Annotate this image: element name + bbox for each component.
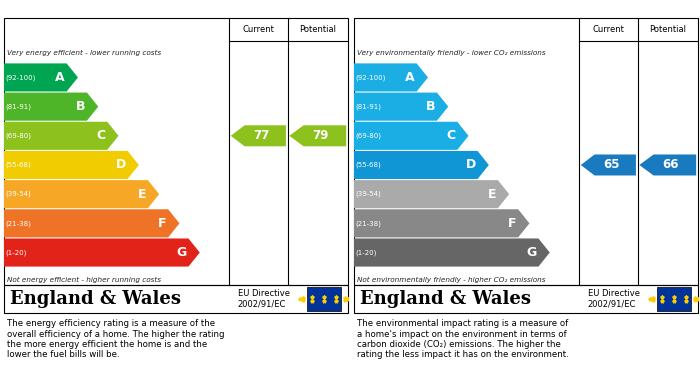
Text: A: A: [55, 71, 65, 84]
Text: (92-100): (92-100): [6, 74, 36, 81]
Polygon shape: [581, 154, 636, 176]
Polygon shape: [4, 180, 159, 208]
Text: Potential: Potential: [650, 25, 686, 34]
Polygon shape: [639, 154, 696, 176]
Text: E: E: [488, 188, 496, 201]
Text: A: A: [405, 71, 415, 84]
Polygon shape: [354, 180, 509, 208]
Polygon shape: [4, 209, 179, 237]
Text: E: E: [138, 188, 146, 201]
Text: F: F: [158, 217, 167, 230]
Polygon shape: [354, 239, 550, 267]
Text: (21-38): (21-38): [356, 220, 382, 227]
Text: 66: 66: [662, 158, 679, 172]
Text: Very environmentally friendly - lower CO₂ emissions: Very environmentally friendly - lower CO…: [357, 50, 545, 56]
Text: (81-91): (81-91): [6, 103, 32, 110]
Text: Environmental Impact (CO₂) Rating: Environmental Impact (CO₂) Rating: [358, 2, 591, 16]
Text: Not environmentally friendly - higher CO₂ emissions: Not environmentally friendly - higher CO…: [357, 276, 545, 283]
Text: C: C: [447, 129, 456, 142]
Text: G: G: [176, 246, 187, 259]
Text: Energy Efficiency Rating: Energy Efficiency Rating: [8, 2, 172, 16]
Polygon shape: [4, 122, 118, 150]
Text: (92-100): (92-100): [356, 74, 386, 81]
Text: The energy efficiency rating is a measure of the
overall efficiency of a home. T: The energy efficiency rating is a measur…: [7, 319, 225, 359]
Text: 79: 79: [312, 129, 329, 142]
Polygon shape: [4, 63, 78, 91]
Bar: [657, 287, 691, 311]
Text: C: C: [97, 129, 106, 142]
Text: (81-91): (81-91): [356, 103, 382, 110]
Text: Current: Current: [592, 25, 624, 34]
Text: Current: Current: [242, 25, 274, 34]
Text: (39-54): (39-54): [6, 191, 32, 197]
Polygon shape: [354, 151, 489, 179]
Text: Very energy efficient - lower running costs: Very energy efficient - lower running co…: [7, 50, 161, 56]
Text: England & Wales: England & Wales: [10, 290, 181, 308]
Text: (1-20): (1-20): [356, 249, 377, 256]
Text: Not energy efficient - higher running costs: Not energy efficient - higher running co…: [7, 276, 161, 283]
Text: (55-68): (55-68): [356, 162, 382, 168]
Text: England & Wales: England & Wales: [360, 290, 531, 308]
Polygon shape: [4, 239, 199, 267]
Text: EU Directive
2002/91/EC: EU Directive 2002/91/EC: [588, 289, 640, 309]
Polygon shape: [354, 93, 448, 121]
Text: (55-68): (55-68): [6, 162, 32, 168]
Polygon shape: [4, 93, 98, 121]
Text: 77: 77: [253, 129, 270, 142]
Text: EU Directive
2002/91/EC: EU Directive 2002/91/EC: [238, 289, 290, 309]
Text: (21-38): (21-38): [6, 220, 32, 227]
Text: (69-80): (69-80): [356, 133, 382, 139]
Text: (39-54): (39-54): [356, 191, 382, 197]
Polygon shape: [354, 122, 468, 150]
Text: (1-20): (1-20): [6, 249, 27, 256]
Text: (69-80): (69-80): [6, 133, 32, 139]
Text: G: G: [526, 246, 537, 259]
Text: F: F: [508, 217, 517, 230]
Text: B: B: [426, 100, 435, 113]
Polygon shape: [231, 125, 286, 146]
Polygon shape: [354, 63, 428, 91]
Text: B: B: [76, 100, 85, 113]
Text: D: D: [466, 158, 476, 172]
Polygon shape: [354, 209, 529, 237]
Text: D: D: [116, 158, 126, 172]
Text: 65: 65: [603, 158, 620, 172]
Polygon shape: [4, 151, 139, 179]
Text: Potential: Potential: [300, 25, 336, 34]
Polygon shape: [289, 125, 346, 146]
Text: The environmental impact rating is a measure of
a home's impact on the environme: The environmental impact rating is a mea…: [357, 319, 568, 359]
Bar: [307, 287, 341, 311]
